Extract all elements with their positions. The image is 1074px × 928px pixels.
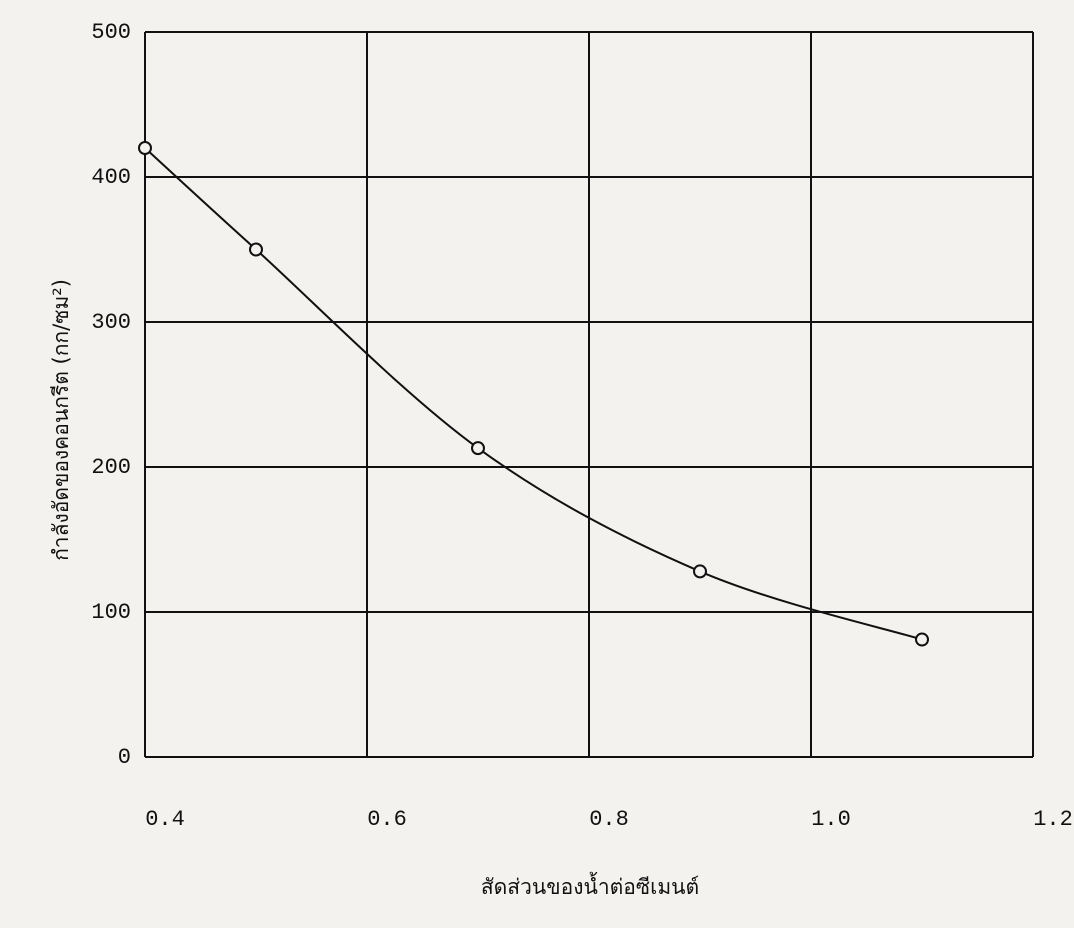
x-axis-label: สัดส่วนของน้ำต่อซีเมนต์: [481, 872, 699, 899]
y-tick-label: 0: [118, 745, 131, 770]
y-tick-label: 400: [91, 165, 131, 190]
data-point: [916, 634, 928, 646]
data-point: [250, 244, 262, 256]
data-point: [694, 565, 706, 577]
chart: สัดส่วนของน้ำต่อซีเมนต์ กำลังอัดของคอนกร…: [0, 0, 1074, 928]
x-tick-label: 1.2: [1033, 807, 1073, 832]
y-tick-label: 300: [91, 310, 131, 335]
y-tick-label: 200: [91, 455, 131, 480]
data-point: [472, 442, 484, 454]
curve: [145, 148, 922, 640]
x-tick-label: 0.6: [367, 807, 407, 832]
x-tick-label: 0.8: [589, 807, 629, 832]
y-axis-label: กำลังอัดของคอนกรีต (กก/ซม²): [49, 279, 73, 561]
data-point: [139, 142, 151, 154]
y-tick-label: 500: [91, 20, 131, 45]
x-tick-label: 0.4: [145, 807, 185, 832]
y-tick-label: 100: [91, 600, 131, 625]
x-tick-label: 1.0: [811, 807, 851, 832]
page: สัดส่วนของน้ำต่อซีเมนต์ กำลังอัดของคอนกร…: [0, 0, 1074, 928]
